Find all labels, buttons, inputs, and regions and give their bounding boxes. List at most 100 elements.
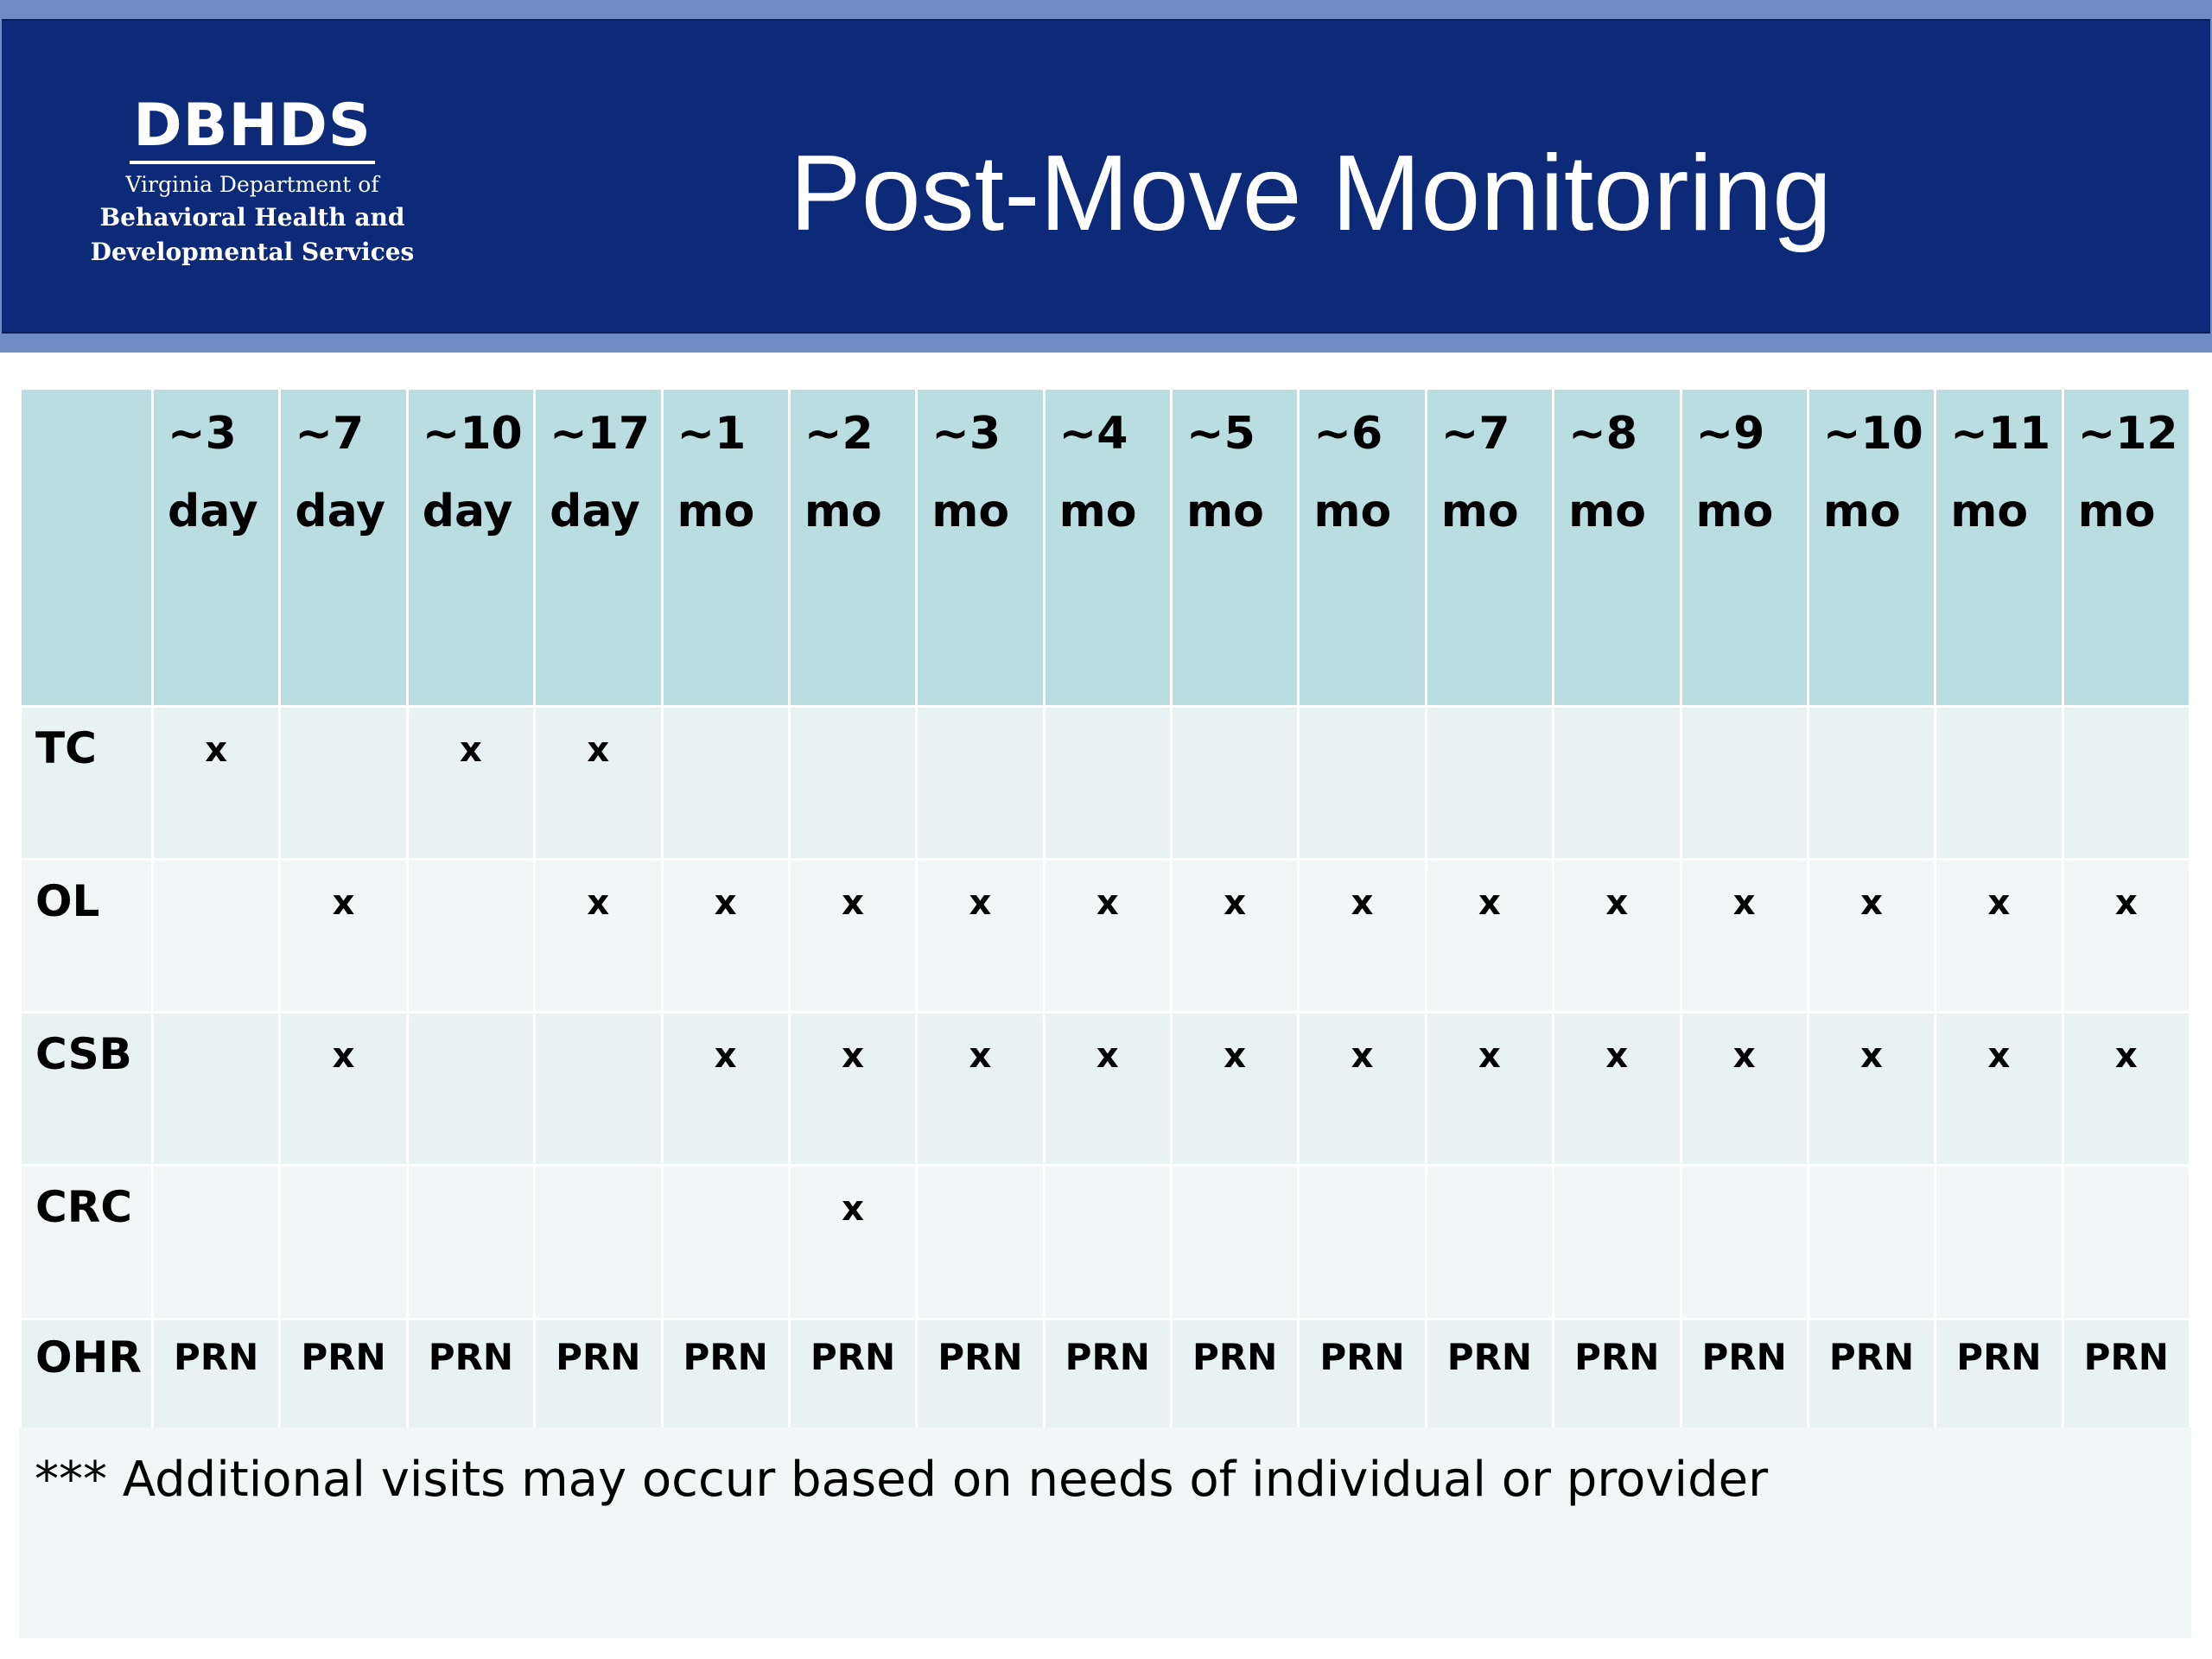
column-interval: ~7 <box>1440 408 1510 460</box>
column-interval: ~8 <box>1568 408 1637 460</box>
schedule-cell: x <box>1300 861 1425 1012</box>
schedule-cell: x <box>1681 861 1807 1012</box>
column-unit: day <box>550 486 640 537</box>
column-header: ~3 mo <box>918 390 1043 705</box>
corner-cell <box>22 390 151 705</box>
schedule-cell <box>2063 1166 2189 1318</box>
column-interval: ~10 <box>422 408 523 460</box>
schedule-cell <box>663 708 788 859</box>
column-header: ~10 mo <box>1808 390 1935 705</box>
column-unit: mo <box>931 486 1010 537</box>
schedule-cell: x <box>536 861 661 1012</box>
schedule-body: TC x x x OL x x x x x x x x x x x x x x CSB x x x x x x x x x x x x x CRC… <box>22 708 2189 1551</box>
row-label: OL <box>22 861 151 1012</box>
column-header: ~7 day <box>281 390 406 705</box>
column-interval: ~12 <box>2077 408 2178 460</box>
schedule-cell: x <box>1173 1014 1298 1165</box>
header-bar: DBHDS Virginia Department of Behavioral … <box>0 0 2212 353</box>
column-header: ~12 mo <box>2063 390 2189 705</box>
row-label: CSB <box>22 1014 151 1165</box>
column-header: ~10 day <box>408 390 534 705</box>
schedule-cell: x <box>536 708 661 859</box>
column-interval: ~6 <box>1313 408 1383 460</box>
column-header: ~17 day <box>536 390 661 705</box>
schedule-cell <box>154 861 279 1012</box>
schedule-cell <box>1808 708 1935 859</box>
schedule-cell <box>1173 1166 1298 1318</box>
schedule-cell: x <box>1045 861 1170 1012</box>
column-interval: ~7 <box>295 408 365 460</box>
table-row: CRC x <box>22 1166 2189 1318</box>
schedule-cell: x <box>1808 1014 1935 1165</box>
schedule-cell <box>281 708 406 859</box>
column-header: ~6 mo <box>1300 390 1425 705</box>
logo-line-2: Behavioral Health and <box>99 203 405 232</box>
dbhds-logo: DBHDS Virginia Department of Behavioral … <box>88 92 416 270</box>
column-unit: mo <box>1568 486 1647 537</box>
column-interval: ~17 <box>550 408 651 460</box>
logo-mark: DBHDS <box>130 92 375 164</box>
row-label: CRC <box>22 1166 151 1318</box>
schedule-cell <box>1808 1166 1935 1318</box>
schedule-cell <box>2063 708 2189 859</box>
schedule-cell <box>536 1166 661 1318</box>
column-unit: mo <box>1950 486 2029 537</box>
column-header: ~2 mo <box>790 390 916 705</box>
schedule-cell <box>1045 708 1170 859</box>
schedule-cell <box>1045 1166 1170 1318</box>
schedule-cell: x <box>1173 861 1298 1012</box>
schedule-cell: x <box>1681 1014 1807 1165</box>
logo-line-1: Virginia Department of <box>125 172 379 197</box>
schedule-cell: x <box>1045 1014 1170 1165</box>
schedule-cell <box>663 1166 788 1318</box>
schedule-cell <box>408 861 534 1012</box>
schedule-cell: x <box>1427 861 1553 1012</box>
column-unit: day <box>295 486 385 537</box>
schedule-cell: x <box>2063 861 2189 1012</box>
monitoring-schedule-table: ~3 day ~7 day ~10 day ~17 day ~1 mo ~2 mo ~3 mo ~4 mo ~5… <box>19 387 2191 1554</box>
column-unit: mo <box>2077 486 2156 537</box>
column-unit: mo <box>804 486 882 537</box>
column-header: ~4 mo <box>1045 390 1170 705</box>
logo-line-3: Developmental Services <box>90 238 415 266</box>
schedule-cell <box>1681 1166 1807 1318</box>
schedule-cell <box>1554 1166 1680 1318</box>
column-interval: ~5 <box>1186 408 1255 460</box>
schedule-header-row: ~3 day ~7 day ~10 day ~17 day ~1 mo ~2 mo ~3 mo ~4 mo ~5… <box>22 390 2189 705</box>
column-header: ~5 mo <box>1173 390 1298 705</box>
column-interval: ~10 <box>1822 408 1923 460</box>
column-unit: mo <box>1822 486 1901 537</box>
schedule-cell <box>1300 1166 1425 1318</box>
schedule-cell <box>536 1014 661 1165</box>
schedule-cell <box>408 1166 534 1318</box>
column-interval: ~4 <box>1058 408 1128 460</box>
header-band: DBHDS Virginia Department of Behavioral … <box>2 19 2210 334</box>
table-row: OL x x x x x x x x x x x x x x <box>22 861 2189 1012</box>
schedule-cell: x <box>1427 1014 1553 1165</box>
schedule-cell: x <box>790 1014 916 1165</box>
column-unit: mo <box>1058 486 1137 537</box>
schedule-cell <box>1300 708 1425 859</box>
schedule-cell <box>1936 708 2062 859</box>
schedule-cell: x <box>408 708 534 859</box>
schedule-cell: x <box>1808 861 1935 1012</box>
slide-title: Post-Move Monitoring <box>790 134 1833 253</box>
schedule-cell <box>1427 1166 1553 1318</box>
schedule-cell <box>281 1166 406 1318</box>
column-interval: ~3 <box>168 408 237 460</box>
column-interval: ~11 <box>1950 408 2051 460</box>
table-row: CSB x x x x x x x x x x x x x <box>22 1014 2189 1165</box>
column-unit: mo <box>1695 486 1774 537</box>
column-header: ~1 mo <box>663 390 788 705</box>
schedule-cell <box>1936 1166 2062 1318</box>
schedule-cell: x <box>663 861 788 1012</box>
column-header: ~3 day <box>154 390 279 705</box>
schedule-cell <box>1554 708 1680 859</box>
column-unit: day <box>168 486 258 537</box>
column-interval: ~3 <box>931 408 1001 460</box>
schedule-cell <box>1681 708 1807 859</box>
row-label: TC <box>22 708 151 859</box>
table-row: TC x x x <box>22 708 2189 859</box>
column-unit: day <box>422 486 513 537</box>
column-unit: mo <box>1313 486 1392 537</box>
